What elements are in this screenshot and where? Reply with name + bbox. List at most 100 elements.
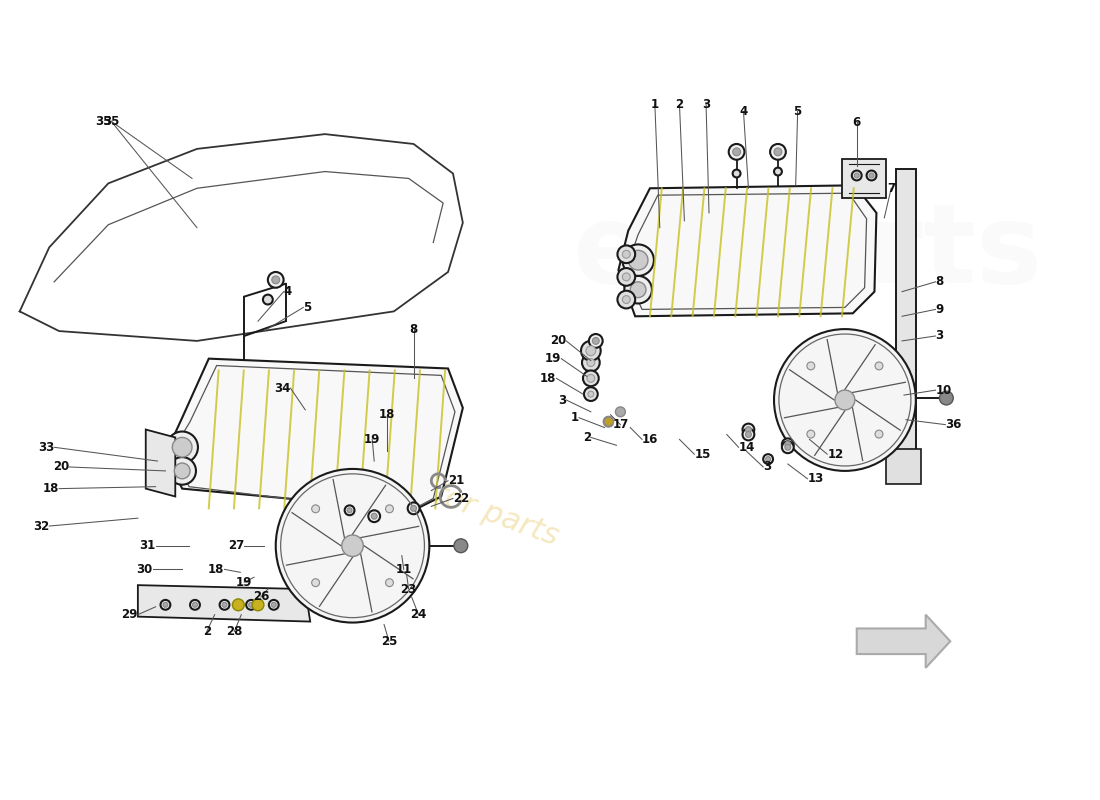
Circle shape: [623, 273, 630, 281]
Circle shape: [168, 457, 196, 485]
Circle shape: [220, 600, 230, 610]
Text: 33: 33: [37, 441, 54, 454]
Text: 23: 23: [400, 582, 417, 595]
Circle shape: [410, 506, 417, 511]
Circle shape: [746, 431, 751, 438]
Circle shape: [625, 276, 652, 303]
Text: 26: 26: [253, 590, 270, 603]
Circle shape: [763, 454, 773, 464]
Circle shape: [807, 430, 815, 438]
Circle shape: [784, 444, 791, 450]
Circle shape: [766, 457, 771, 462]
Text: 6: 6: [852, 116, 861, 129]
Polygon shape: [857, 614, 950, 668]
Circle shape: [617, 246, 635, 263]
Circle shape: [588, 334, 603, 348]
Circle shape: [728, 144, 745, 160]
Text: 2: 2: [202, 625, 211, 638]
Circle shape: [628, 250, 648, 270]
Circle shape: [867, 170, 877, 181]
Circle shape: [604, 417, 614, 426]
Text: 36: 36: [945, 418, 961, 431]
Circle shape: [616, 407, 625, 417]
Text: 3: 3: [558, 394, 566, 406]
Text: 35: 35: [95, 115, 111, 128]
Circle shape: [851, 170, 861, 181]
Circle shape: [584, 387, 597, 401]
Polygon shape: [842, 158, 887, 198]
Text: 19: 19: [236, 576, 252, 589]
Text: 20: 20: [550, 334, 566, 347]
Text: 25: 25: [381, 634, 397, 648]
Text: 18: 18: [540, 372, 557, 385]
Text: 27: 27: [228, 539, 244, 552]
Text: 5: 5: [793, 105, 802, 118]
Polygon shape: [165, 358, 463, 510]
Circle shape: [774, 167, 782, 175]
Circle shape: [876, 430, 883, 438]
Circle shape: [835, 390, 855, 410]
Circle shape: [623, 250, 630, 258]
Circle shape: [733, 170, 740, 178]
Text: 13: 13: [807, 472, 824, 486]
Circle shape: [784, 442, 791, 447]
Circle shape: [733, 148, 740, 156]
Text: 9: 9: [935, 303, 944, 316]
Circle shape: [311, 505, 319, 513]
Text: 35: 35: [103, 115, 120, 128]
Text: esparts: esparts: [572, 198, 1043, 306]
Circle shape: [746, 426, 751, 433]
Circle shape: [583, 370, 598, 386]
Circle shape: [173, 438, 192, 457]
Text: 20: 20: [53, 461, 69, 474]
Circle shape: [742, 424, 755, 435]
Circle shape: [592, 338, 600, 344]
Circle shape: [368, 510, 381, 522]
Circle shape: [272, 276, 279, 284]
Text: 21: 21: [448, 474, 464, 487]
Text: 4: 4: [739, 105, 748, 118]
Text: 1: 1: [651, 98, 659, 111]
Circle shape: [939, 391, 954, 405]
Text: 24: 24: [410, 608, 427, 621]
Circle shape: [617, 290, 635, 309]
Circle shape: [774, 148, 782, 156]
Circle shape: [372, 514, 377, 519]
Text: 3: 3: [702, 98, 711, 111]
Text: 2: 2: [675, 98, 683, 111]
Text: 28: 28: [227, 625, 243, 638]
Text: 1: 1: [571, 411, 579, 424]
Text: 3: 3: [763, 461, 771, 474]
Circle shape: [774, 329, 916, 471]
Circle shape: [276, 469, 429, 622]
Circle shape: [249, 602, 254, 607]
Circle shape: [192, 602, 197, 607]
Polygon shape: [138, 585, 310, 622]
Circle shape: [268, 600, 278, 610]
Circle shape: [742, 429, 755, 440]
Text: 8: 8: [409, 322, 418, 335]
Text: 2: 2: [583, 431, 591, 444]
Circle shape: [174, 463, 190, 478]
Circle shape: [807, 362, 815, 370]
Text: 18: 18: [378, 408, 395, 422]
Circle shape: [876, 362, 883, 370]
Text: 3: 3: [935, 330, 944, 342]
Text: a passion for parts: a passion for parts: [285, 426, 562, 551]
Circle shape: [342, 535, 363, 557]
Circle shape: [587, 358, 595, 366]
Text: 11: 11: [396, 563, 411, 576]
Text: 4: 4: [284, 285, 292, 298]
Text: 16: 16: [642, 433, 659, 446]
Circle shape: [617, 268, 635, 286]
Circle shape: [385, 505, 394, 513]
Text: 5: 5: [304, 301, 311, 314]
Circle shape: [190, 600, 200, 610]
Circle shape: [630, 282, 646, 298]
Text: 7: 7: [887, 182, 895, 194]
Circle shape: [252, 599, 264, 610]
Circle shape: [385, 578, 394, 586]
Circle shape: [166, 431, 198, 463]
Circle shape: [222, 602, 227, 607]
Text: 22: 22: [453, 492, 470, 505]
